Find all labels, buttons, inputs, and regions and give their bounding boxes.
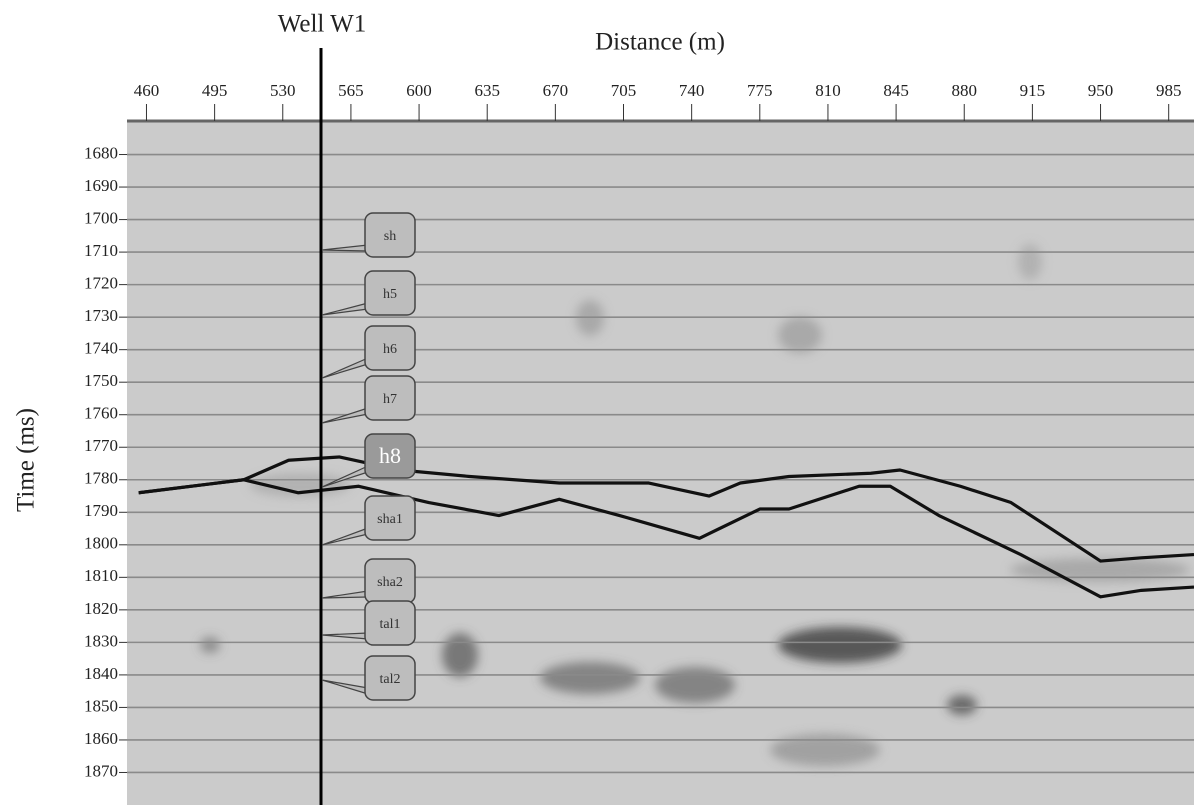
x-tick-label: 670 — [543, 81, 569, 100]
callout-pointer — [321, 590, 369, 599]
x-tick-label: 985 — [1156, 81, 1182, 100]
x-tick-label: 880 — [951, 81, 977, 100]
x-tick-label: 600 — [406, 81, 432, 100]
callout-pointer — [321, 465, 369, 488]
y-tick-label: 1860 — [84, 729, 118, 748]
y-tick-label: 1700 — [84, 208, 118, 227]
x-tick-label: 565 — [338, 81, 364, 100]
callout-pointer — [321, 679, 369, 695]
y-tick-label: 1820 — [84, 599, 118, 618]
y-tick-label: 1730 — [84, 306, 118, 325]
callout-box — [364, 212, 416, 258]
x-tick-label: 705 — [611, 81, 637, 100]
x-tick-label: 775 — [747, 81, 773, 100]
x-tick-label: 845 — [883, 81, 909, 100]
chart-title: Distance (m) — [595, 29, 725, 56]
plot-area — [127, 122, 1194, 805]
callout-box — [364, 375, 416, 421]
callout-pointer — [321, 632, 369, 640]
callout-label: sh — [384, 229, 396, 244]
well-label: Well W1 — [278, 11, 366, 38]
y-tick-label: 1850 — [84, 696, 118, 715]
x-tick-label: 740 — [679, 81, 705, 100]
callout-label: h8 — [379, 443, 401, 468]
callout-box — [364, 270, 416, 316]
y-tick-label: 1810 — [84, 566, 118, 585]
callout-pointer — [321, 302, 369, 316]
callout-pointer — [321, 357, 369, 379]
callout-box — [364, 325, 416, 371]
y-axis-label: Time (ms) — [13, 408, 40, 512]
x-tick-label: 915 — [1020, 81, 1046, 100]
x-tick-label: 495 — [202, 81, 228, 100]
y-tick-label: 1830 — [84, 631, 118, 650]
callout-label: tal1 — [380, 617, 401, 632]
y-tick-label: 1870 — [84, 761, 118, 780]
callout-box — [364, 600, 416, 646]
callout-label: h6 — [383, 342, 397, 357]
y-tick-label: 1760 — [84, 404, 118, 423]
y-tick-label: 1710 — [84, 241, 118, 260]
y-tick-label: 1720 — [84, 274, 118, 293]
x-tick-label: 635 — [474, 81, 500, 100]
callout-label: sha2 — [377, 575, 403, 590]
y-tick-label: 1680 — [84, 143, 118, 162]
callout-box — [364, 433, 416, 479]
y-tick-label: 1780 — [84, 469, 118, 488]
callout-box — [364, 655, 416, 701]
y-tick-label: 1790 — [84, 501, 118, 520]
y-tick-label: 1770 — [84, 436, 118, 455]
x-tick-label: 950 — [1088, 81, 1114, 100]
y-tick-label: 1690 — [84, 176, 118, 195]
y-tick-label: 1840 — [84, 664, 118, 683]
x-tick-label: 530 — [270, 81, 296, 100]
horizon-line — [138, 455, 1194, 563]
horizon-line — [138, 478, 1194, 599]
y-tick-label: 1750 — [84, 371, 118, 390]
y-tick-label: 1740 — [84, 339, 118, 358]
callout-label: h5 — [383, 287, 397, 302]
callout-pointer — [321, 527, 369, 546]
x-tick-label: 460 — [134, 81, 160, 100]
x-tick-label: 810 — [815, 81, 841, 100]
callout-pointer — [321, 407, 369, 424]
callout-label: h7 — [383, 392, 397, 407]
callout-label: tal2 — [380, 672, 401, 687]
callout-label: sha1 — [377, 512, 403, 527]
y-tick-label: 1800 — [84, 534, 118, 553]
callout-box — [364, 495, 416, 541]
callout-pointer — [321, 244, 369, 252]
